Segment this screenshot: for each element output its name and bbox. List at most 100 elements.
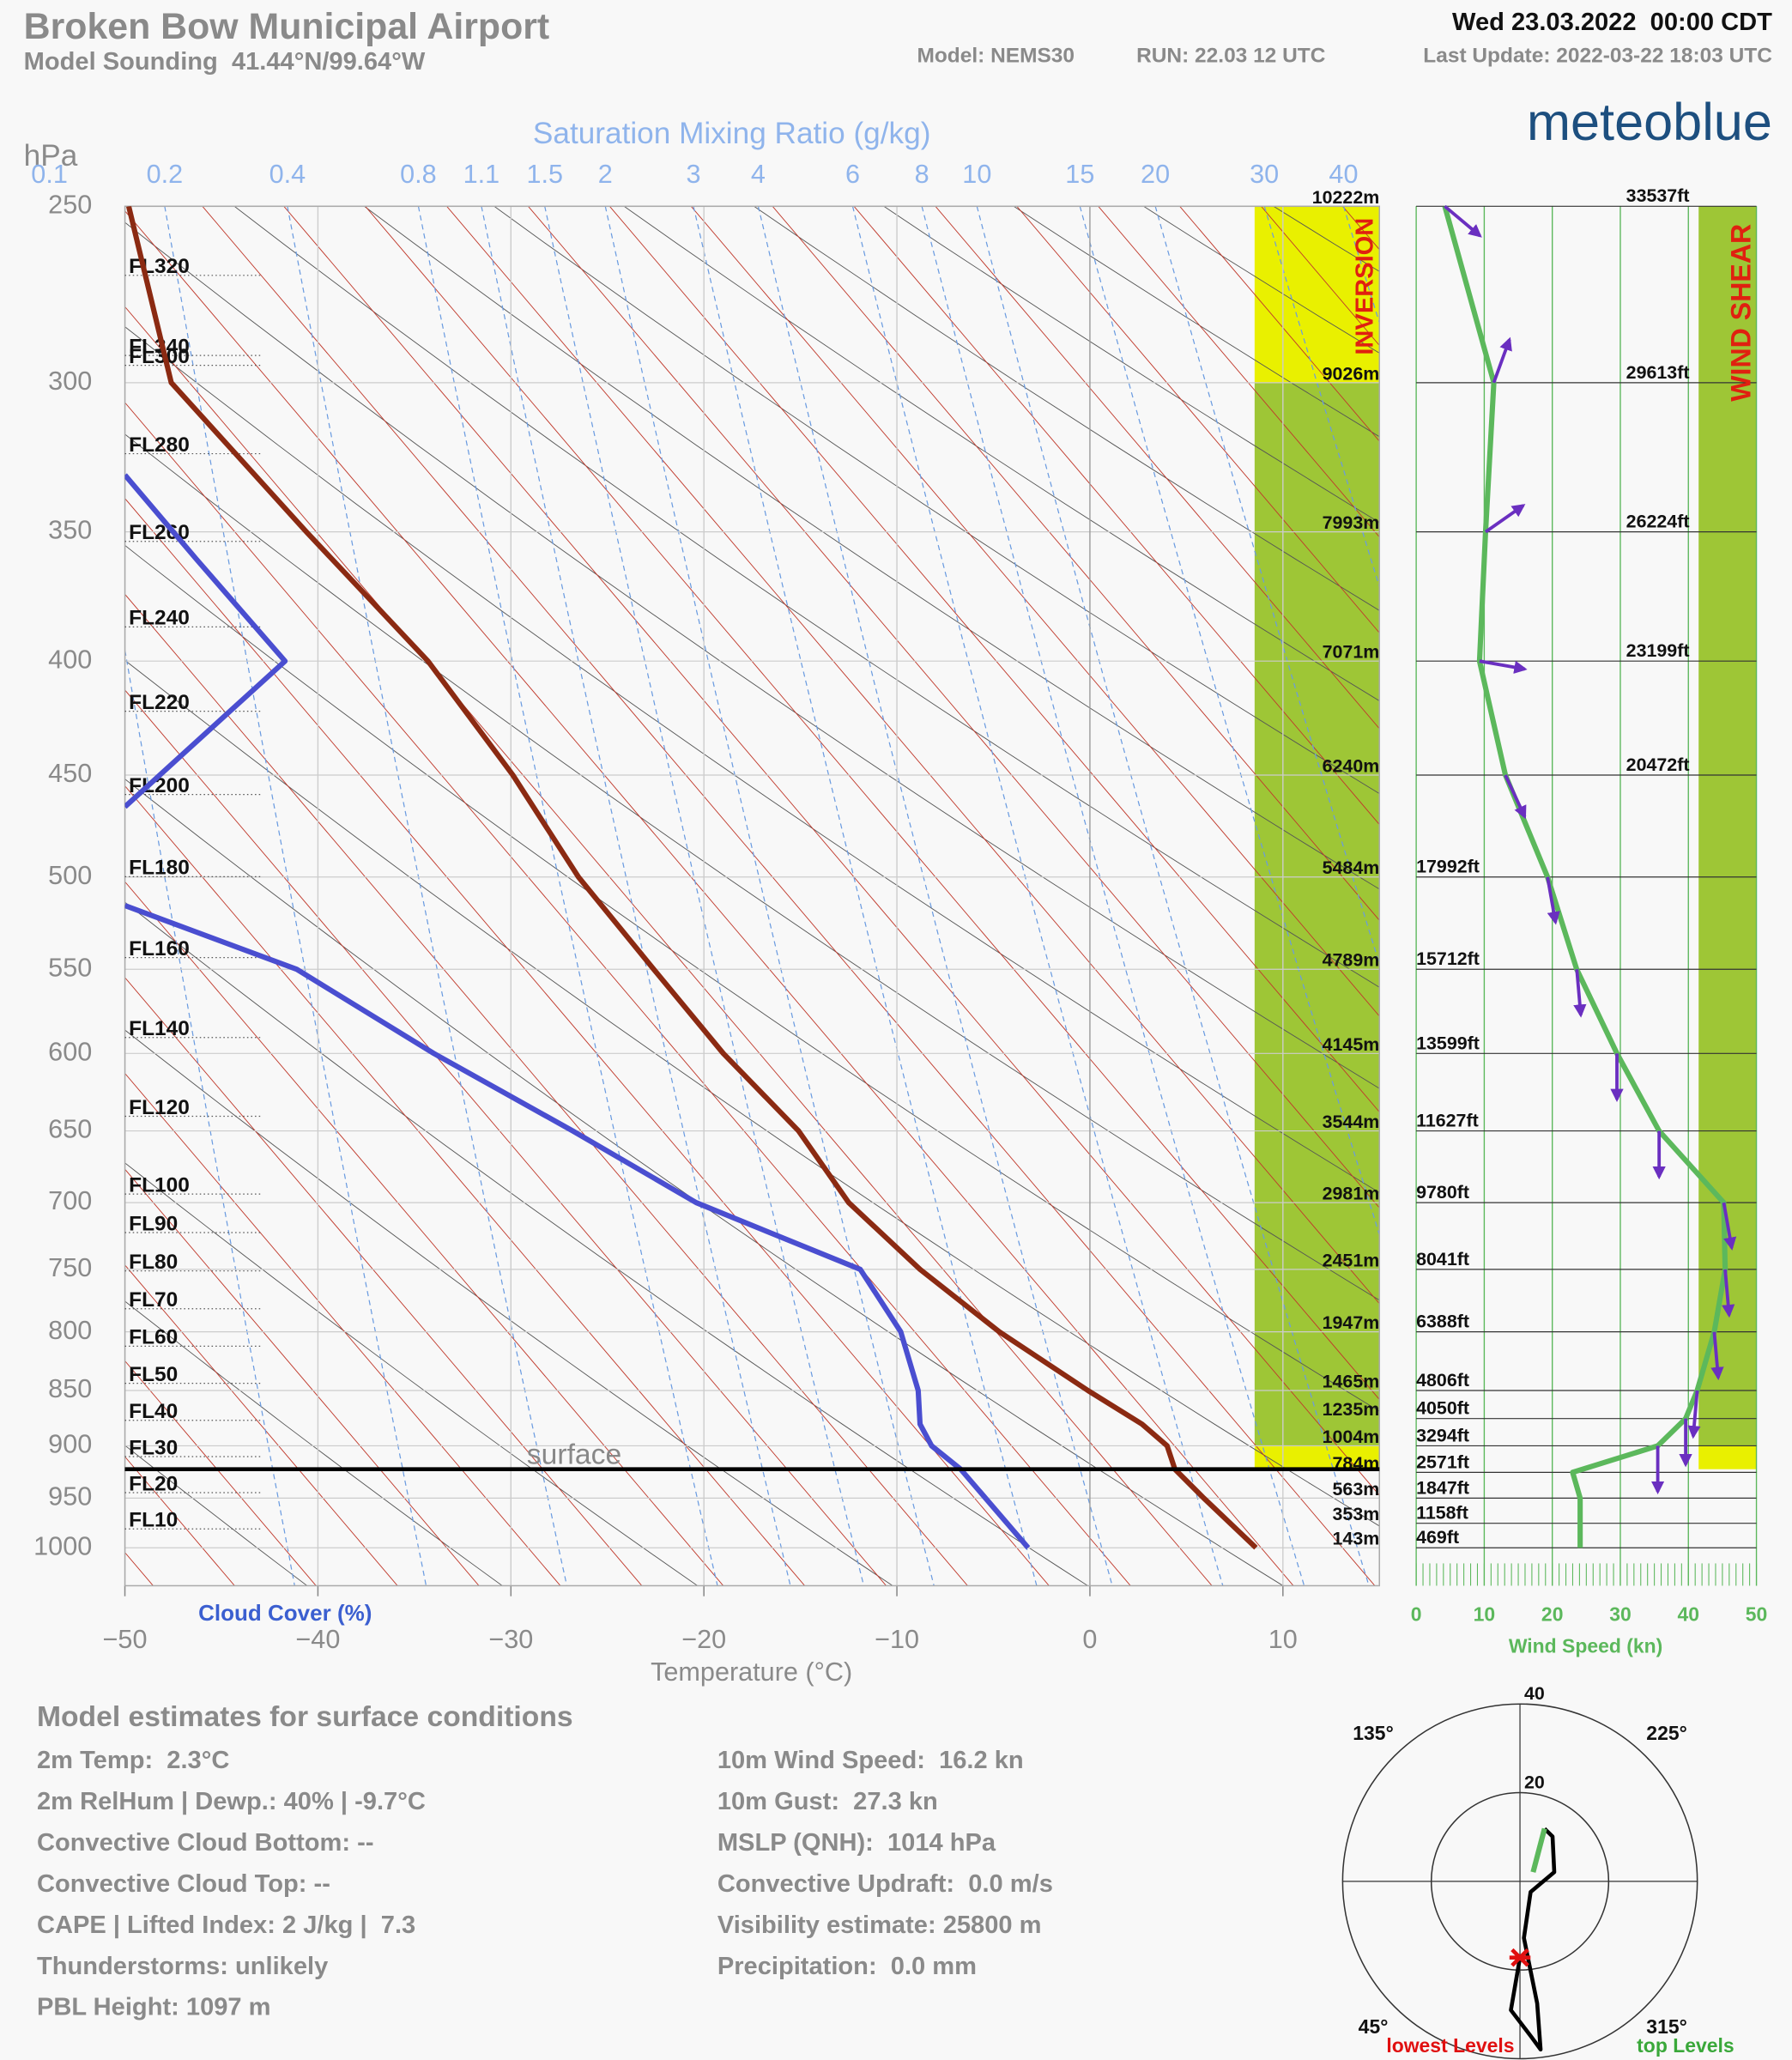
moist-adiabat [124,402,1131,1586]
valid-time: Wed 23.03.2022 00:00 CDT [1452,9,1772,36]
height-label-ft: 13599ft [1416,1033,1480,1053]
mixing-ratio-line [976,206,1370,1586]
y-tick-label: 950 [48,1481,92,1511]
hodo-direction-label: 45° [1359,2015,1389,2038]
mixing-ratio-line [481,206,791,1586]
y-tick-label: 650 [48,1115,92,1144]
y-tick-label: 500 [48,861,92,890]
mixing-ratio-tick-label: 15 [1065,160,1094,189]
y-tick-label: 250 [48,190,92,219]
last-update: Last Update: 2022-03-22 18:03 UTC [1423,44,1772,67]
flight-level-label: FL70 [129,1288,178,1312]
mixing-ratio-line [1079,206,1380,1237]
height-label-m: 1947m [1323,1312,1380,1333]
subtitle: Model Sounding 41.44°N/99.64°W [24,48,426,76]
cloud-cover-label: Cloud Cover (%) [198,1600,372,1626]
y-tick-label: 600 [48,1037,92,1066]
mixing-ratio-line [1154,206,1380,966]
height-label-m: 1004m [1323,1427,1380,1447]
dry-adiabat [124,433,1380,1301]
dry-adiabat [623,206,1380,702]
flight-level-label: FL50 [129,1363,178,1386]
moist-adiabat [124,689,887,1586]
moist-adiabat [124,497,1050,1586]
hodo-ring [1341,1703,1698,2060]
mixing-ratio-line [544,206,865,1586]
mixing-ratio-tick-label: 4 [751,160,766,189]
height-label-ft: 6388ft [1416,1312,1469,1332]
hodo-ring [1430,1791,1610,1971]
x-axis-label: Temperature (°C) [651,1657,852,1687]
mixing-ratio-label: Saturation Mixing Ratio (g/kg) [533,117,931,150]
dry-adiabat [124,544,1380,1412]
height-label-ft: 29613ft [1626,362,1690,383]
mixing-ratio-tick-label: 1.1 [463,160,500,189]
mixing-ratio-tick-label: 40 [1329,160,1358,189]
moist-adiabat [124,1264,398,1586]
height-label-ft: 33537ft [1626,185,1690,206]
mixing-ratio-tick-label: 8 [915,160,929,189]
flight-level-label: FL140 [129,1017,190,1040]
hodo-ring-label: 20 [1524,1772,1545,1792]
flight-level-label: FL300 [129,345,190,368]
mixing-ratio-tick-label: 20 [1141,160,1170,189]
mixing-ratio-line [124,646,295,1586]
surface-condition: 2m Temp: 2.3°C [37,1747,229,1774]
height-label-m: 4789m [1323,950,1380,971]
moist-adiabat [608,206,1380,1113]
flight-level-label: FL100 [129,1173,190,1197]
surface-condition: MSLP (QNH): 1014 hPa [717,1829,996,1857]
x-tick-label: 10 [1268,1625,1298,1654]
height-label-m: 10222m [1312,187,1380,208]
wind-arrow [1722,1202,1737,1251]
flight-level-label: FL40 [129,1400,178,1423]
hodo-direction-label: 225° [1646,1722,1686,1744]
height-label-m: 353m [1333,1504,1380,1524]
y-tick-label: 300 [48,367,92,396]
flight-level-label: FL160 [129,937,190,960]
dry-adiabat [124,1445,308,1586]
moist-adiabat [283,206,1380,1496]
height-label-ft: 17992ft [1416,857,1480,877]
height-label-ft: 2571ft [1416,1451,1469,1472]
hodo-legend: top Levels [1637,2034,1734,2057]
y-tick-label: 400 [48,645,92,674]
profile-line [125,206,1258,1550]
height-label-m: 2981m [1323,1184,1380,1204]
height-label-ft: 4806ft [1416,1370,1469,1390]
height-label-ft: 3294ft [1416,1425,1469,1445]
wind-arrow [1492,336,1512,384]
surface-condition: 2m RelHum | Dewp.: 40% | -9.7°C [37,1788,426,1815]
x-tick-label: 0 [1082,1625,1097,1654]
mixing-ratio-line [287,206,568,1586]
dry-adiabat [753,206,1380,611]
surface-condition: Thunderstorms: unlikely [37,1953,329,1980]
x-tick-label: −40 [295,1625,340,1654]
mixing-ratio-line [851,206,1224,1586]
mixing-ratio-tick-label: 3 [686,160,700,189]
wind-arrow [1722,1269,1735,1318]
x-tick-label: 20 [1541,1603,1564,1626]
height-label-m: 1235m [1323,1399,1380,1420]
moist-adiabat [202,206,1376,1586]
height-label-m: 6240m [1323,755,1380,776]
mixing-ratio-tick-label: 0.4 [269,160,306,189]
mixing-ratio-tick-label: 2 [598,160,613,189]
surface-marker [1509,1948,1531,1967]
moist-adiabat [124,593,968,1586]
y-axis-label: hPa [24,139,78,173]
inversion-band [1254,1445,1380,1469]
surface-condition: Convective Cloud Top: -- [37,1870,330,1898]
wind-arrow [1573,969,1587,1018]
moist-adiabat [124,1168,480,1586]
wind-arrow [1546,876,1560,925]
flight-level-label: FL30 [129,1436,178,1459]
mixing-ratio-tick-label: 1.5 [526,160,563,189]
y-tick-label: 350 [48,516,92,545]
run: RUN: 22.03 12 UTC [1136,44,1325,67]
dry-adiabat [124,659,1380,1527]
dry-adiabat [124,779,1284,1586]
series-group [124,206,1258,1550]
height-label-ft: 4050ft [1416,1398,1469,1419]
